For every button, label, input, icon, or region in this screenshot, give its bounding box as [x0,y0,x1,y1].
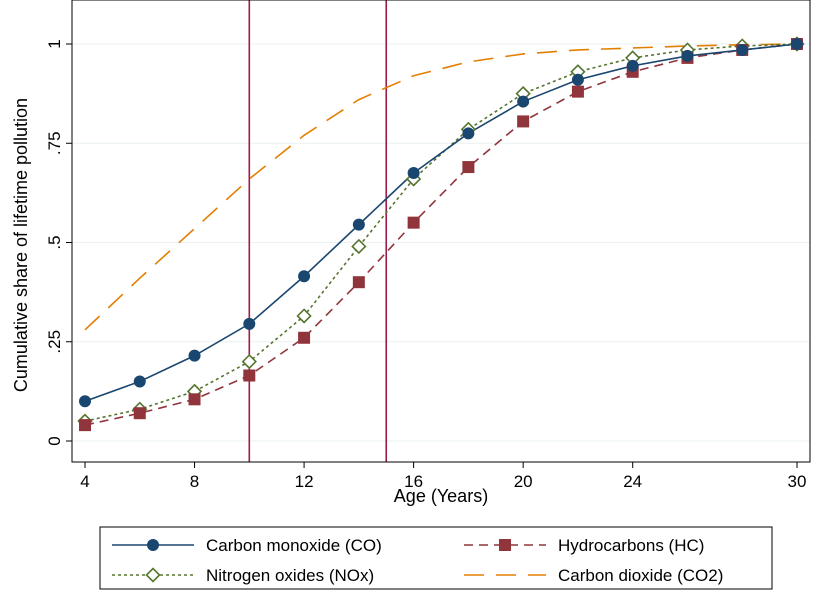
data-point [243,369,256,382]
y-tick-label: 0 [45,436,64,445]
data-point [736,43,749,56]
data-point [571,73,584,86]
legend: Carbon monoxide (CO) Hydrocarbons (HC) Nit… [99,526,773,590]
data-point [296,308,312,324]
data-point [462,127,475,140]
data-point [188,393,201,406]
x-tick-label: 30 [788,472,807,491]
y-tick-label: .5 [45,235,64,249]
x-tick-label: 4 [80,472,89,491]
data-point [298,331,311,344]
legend-marker [147,539,159,551]
data-point [188,349,201,362]
data-point [243,317,256,330]
data-point [133,375,146,388]
x-tick-label: 20 [514,472,533,491]
data-point [298,270,311,283]
data-point [407,167,420,180]
x-axis-title: Age (Years) [394,486,488,506]
data-point [241,353,257,370]
legend-box [99,526,773,590]
x-tick-label: 12 [295,472,314,491]
legend-label: Hydrocarbons (HC) [558,536,704,555]
data-point [351,238,367,255]
x-tick-label: 8 [190,472,199,491]
legend-label: Carbon dioxide (CO2) [558,566,723,585]
data-point [571,85,584,98]
reference-lines [248,0,388,462]
data-point [791,38,803,50]
legend-marker [145,567,161,583]
data-point [681,49,694,62]
plot-frame [71,0,811,463]
data-point [79,419,91,432]
y-tick-label: 1 [45,39,64,48]
x-tick-label: 24 [623,472,642,491]
data-point [517,95,530,108]
y-tick-label: .25 [45,330,64,354]
series-line [84,43,798,331]
data-point [133,407,146,420]
data-point [407,216,420,229]
y-tick-label: .75 [45,131,64,155]
data-point [517,115,530,128]
data-point [352,276,365,289]
data-point [352,218,365,231]
y-axis-title: Cumulative share of lifetime pollution [11,98,31,392]
series-line [84,43,798,426]
legend-label: Nitrogen oxides (NOx) [206,566,374,585]
legend-label: Carbon monoxide (CO) [206,536,382,555]
data-point [462,161,475,174]
x-tick-label: 16 [404,472,423,491]
gridlines [72,43,810,442]
series-group [77,36,805,432]
data-point [79,395,91,408]
legend-marker [499,539,511,551]
data-point [626,59,639,72]
axes: 0 .25 .5 .75 1 4 8 12 16 20 24 30 [45,0,811,491]
series-line [84,43,798,403]
